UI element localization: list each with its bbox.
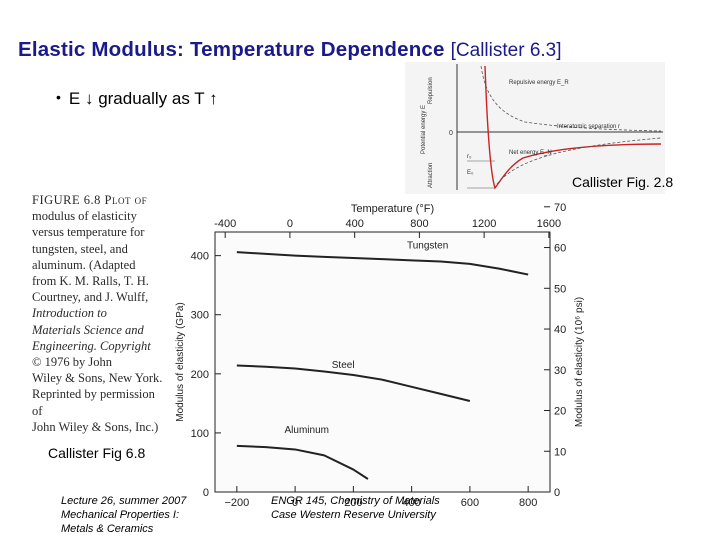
inset-e0-label: E₀: [467, 170, 474, 176]
potential-energy-figure: Repulsion Potential energy E Attraction …: [405, 62, 665, 194]
right-y-tick-label: 30: [554, 365, 566, 377]
bullet-point: • E ↓ gradually as T ↑: [56, 89, 218, 109]
y-axis-label: Modulus of elasticity (GPa): [175, 302, 186, 422]
top-x-tick-label: 0: [287, 218, 293, 230]
slide-title-reference: [Callister 6.3]: [450, 40, 562, 61]
x-tick-label: 0: [292, 497, 298, 509]
description-line: Wiley & Sons, New York.: [32, 371, 163, 386]
top-x-tick-label: 400: [345, 218, 363, 230]
description-line: from K. M. Ralls, T. H.: [32, 274, 149, 289]
inset-zero-label: 0: [449, 130, 453, 137]
description-line: modulus of elasticity: [32, 209, 137, 224]
bullet-text: E ↓ gradually as T ↑: [68, 89, 218, 108]
description-line: aluminum. (Adapted: [32, 257, 136, 272]
x-tick-label: 800: [519, 497, 537, 509]
inset-r0-label: r₀: [467, 154, 472, 160]
inset-y-attraction: Attraction: [428, 163, 434, 188]
right-y-tick-label: 20: [554, 406, 566, 418]
x-tick-label: −200: [224, 497, 249, 509]
right-y-tick-label: 40: [554, 324, 566, 336]
figure-6-8-caption: Callister Fig 6.8: [48, 445, 146, 461]
right-y-tick-label: 50: [554, 283, 566, 295]
figure-2-8-caption: Callister Fig. 2.8: [572, 174, 674, 190]
series-label-tungsten: Tungsten: [407, 240, 448, 251]
right-y-axis-label: Modulus of elasticity (10⁶ psi): [574, 297, 585, 427]
x-tick-label: 600: [461, 497, 479, 509]
description-line: Reprinted by permission of: [32, 387, 155, 418]
series-label-aluminum: Aluminum: [285, 425, 329, 436]
top-x-tick-label: -400: [214, 218, 236, 230]
description-line: FIGURE 6.8 Plot of: [32, 193, 148, 207]
right-y-tick-label: 0: [554, 487, 560, 499]
footer-line: Lecture 26, summer 2007: [61, 495, 187, 507]
inset-y-repulsion: Repulsion: [428, 77, 434, 104]
description-line: Courtney, and J. Wulff,: [32, 290, 149, 305]
description-line: John Wiley & Sons, Inc.): [32, 419, 159, 434]
description-line: Engineering. Copyright: [32, 338, 151, 353]
footer-lecture-info: Lecture 26, summer 2007 Mechanical Prope…: [61, 494, 186, 536]
y-tick-label: 100: [191, 428, 209, 440]
plot-frame: [214, 231, 551, 493]
y-tick-label: 200: [191, 369, 209, 381]
description-line: tungsten, steel, and: [32, 241, 128, 256]
footer-course-info: ENGR 145, Chemistry of Materials Case We…: [271, 494, 440, 522]
description-line: Materials Science and: [32, 322, 144, 337]
slide-title-main: Elastic Modulus: Temperature Dependence: [18, 38, 445, 61]
description-line: versus temperature for: [32, 225, 145, 240]
series-line-aluminum: [236, 444, 369, 480]
top-x-tick-label: 1600: [537, 218, 561, 230]
figure-6-8-description: FIGURE 6.8 Plot of modulus of elasticity…: [32, 192, 164, 435]
x-tick-label: 400: [402, 497, 420, 509]
footer-line: Case Western Reserve University: [271, 509, 436, 521]
top-x-tick-label: 1200: [472, 218, 496, 230]
footer-line: ENGR 145, Chemistry of Materials: [271, 495, 440, 507]
description-line: © 1976 by John: [32, 355, 112, 370]
slide-title: Elastic Modulus: Temperature Dependence[…: [18, 38, 562, 62]
series-line-tungsten: [236, 251, 529, 276]
top-x-axis-label: Temperature (°F): [351, 203, 434, 215]
y-tick-label: 300: [191, 310, 209, 322]
x-tick-label: 200: [344, 497, 362, 509]
footer-line: Mechanical Properties I:: [61, 509, 179, 521]
y-tick-label: 400: [191, 251, 209, 263]
right-y-tick-label: 70: [554, 202, 566, 214]
inset-net-label: Net energy E_N: [509, 150, 552, 156]
y-tick-label: 0: [203, 487, 209, 499]
series-line-steel: [236, 364, 471, 402]
bullet-dot-icon: •: [56, 89, 61, 105]
series-label-steel: Steel: [332, 360, 355, 371]
inset-repulsive-label: Repulsive energy E_R: [509, 80, 569, 86]
right-y-tick-label: 60: [554, 243, 566, 255]
top-x-tick-label: 800: [410, 218, 428, 230]
right-y-tick-label: 10: [554, 446, 566, 458]
description-line: Introduction to: [32, 306, 107, 321]
footer-line: Metals & Ceramics: [61, 523, 154, 535]
inset-separation-label: Interatomic separation r: [557, 124, 620, 130]
inset-y-energy: Potential energy E: [421, 105, 427, 154]
